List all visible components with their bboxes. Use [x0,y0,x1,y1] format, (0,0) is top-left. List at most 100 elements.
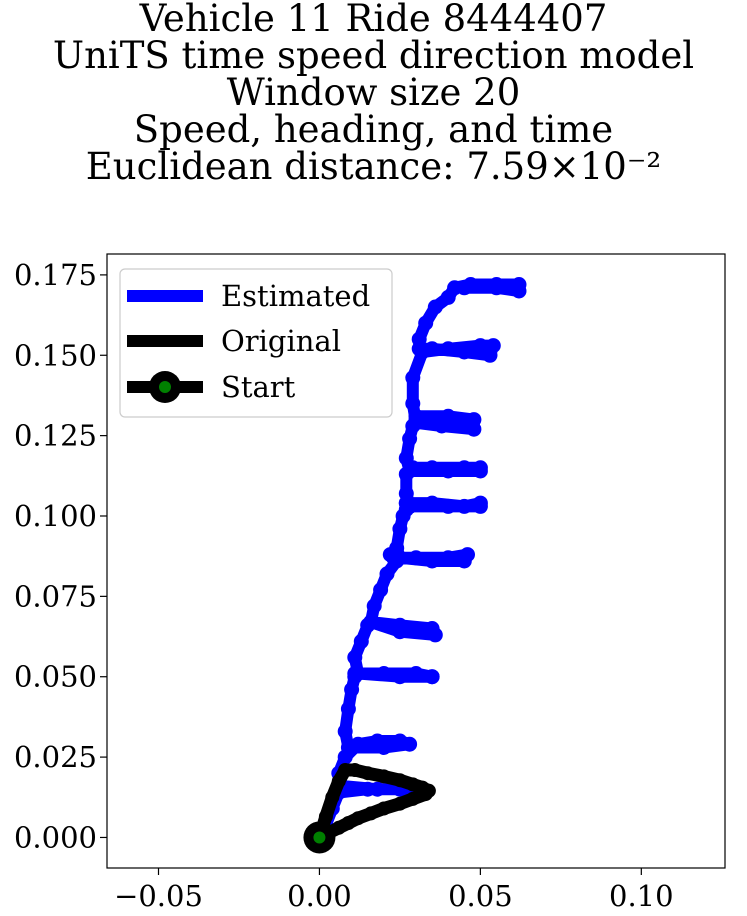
title-line-4: Speed, heading, and time [133,108,614,151]
data-point-estimated [369,781,385,797]
legend: Estimated Original Start [119,268,393,418]
data-point-estimated [408,415,424,431]
data-point-original [405,791,420,806]
data-point-estimated [340,701,356,717]
y-tick-label: 0.075 [14,579,97,613]
data-point-original [318,809,333,824]
data-point-original [360,766,375,781]
chart-title: Vehicle 11 Ride 8444407 UniTS time speed… [0,0,747,185]
data-point-estimated [408,550,424,566]
data-point-estimated [340,740,356,755]
data-point-original [405,777,420,792]
data-point-estimated [376,740,392,755]
x-tick-label: 0.00 [287,879,352,913]
data-point-original [376,801,391,816]
legend-start-dot [159,381,171,393]
data-point-estimated [440,341,456,357]
data-point-estimated [392,521,408,537]
data-point-estimated [424,341,440,357]
data-point-estimated [456,344,472,360]
data-point-estimated [456,553,472,569]
data-point-original [392,796,407,811]
x-tick-label: 0.05 [448,879,513,913]
data-point-estimated [427,627,443,643]
data-point-estimated [418,315,434,331]
data-point-estimated [379,566,395,582]
data-point-estimated [392,669,408,685]
legend-label: Start [221,370,296,404]
y-tick-label: 0.000 [14,820,97,854]
data-point-estimated [440,550,456,566]
title-line-1: Vehicle 11 Ride 8444407 [139,0,608,40]
data-point-estimated [402,498,418,514]
data-point-original [338,763,353,777]
y-tick-label: 0.025 [14,740,97,774]
data-point-original [376,769,391,784]
data-point-original [347,763,362,777]
data-point-estimated [424,495,440,511]
data-point-estimated [511,283,527,299]
y-tick-label: 0.175 [14,258,97,292]
data-point-estimated [389,540,405,556]
title-line-2: UniTS time speed direction model [52,34,695,77]
data-point-original [392,773,407,788]
data-point-original [351,811,366,826]
data-point-estimated [363,614,379,630]
data-point-estimated [489,280,504,296]
data-point-estimated [466,421,482,437]
legend-label: Original [221,324,341,358]
data-point-estimated [405,370,421,386]
legend-label: Estimated [221,279,370,313]
data-point-estimated [392,624,408,640]
data-point-estimated [456,498,472,514]
data-point-estimated [350,666,366,681]
data-point-estimated [398,450,414,466]
legend-entry-original: Original [127,324,341,358]
data-point-estimated [402,431,418,447]
legend-entry-start: Start [127,370,296,404]
y-tick-label: 0.100 [14,499,97,533]
data-point-estimated [408,666,424,681]
data-point-original [325,790,340,805]
data-point-original [331,774,346,789]
data-point-estimated [411,331,427,347]
start-marker-dot [313,831,326,844]
data-point-estimated [373,582,389,598]
data-point-estimated [405,396,421,411]
data-point-estimated [472,463,488,479]
data-point-estimated [347,649,363,665]
title-line-5: Euclidean distance: 7.59×10⁻² [85,145,662,188]
data-point-estimated [456,460,472,476]
data-point-original [363,806,378,821]
data-point-estimated [440,463,456,479]
data-point-estimated [434,418,450,434]
data-point-estimated [376,666,392,681]
y-tick-label: 0.125 [14,419,97,453]
y-tick-label: 0.150 [14,338,97,372]
title-line-3: Window size 20 [226,71,521,114]
x-tick-label: 0.10 [609,879,674,913]
data-point-estimated [337,723,353,739]
data-point-estimated [440,498,456,514]
data-point-estimated [427,299,443,315]
data-point-estimated [424,553,440,569]
data-point-estimated [424,669,440,685]
data-point-estimated [424,460,440,476]
axes-frame [106,253,726,869]
data-point-estimated [344,682,360,698]
data-point-estimated [472,498,488,514]
x-tick-label: −0.05 [114,879,203,913]
legend-frame [119,268,393,418]
data-point-estimated [353,633,369,649]
data-point-estimated [472,338,488,354]
data-point-estimated [402,463,418,479]
data-point-estimated [402,736,418,752]
y-tick-label: 0.050 [14,660,97,694]
series-estimated [311,277,527,845]
data-point-estimated [456,280,472,296]
data-point-estimated [366,598,382,614]
legend-entry-estimated: Estimated [127,279,370,313]
data-point-estimated [482,347,498,363]
data-point-estimated [398,486,414,501]
